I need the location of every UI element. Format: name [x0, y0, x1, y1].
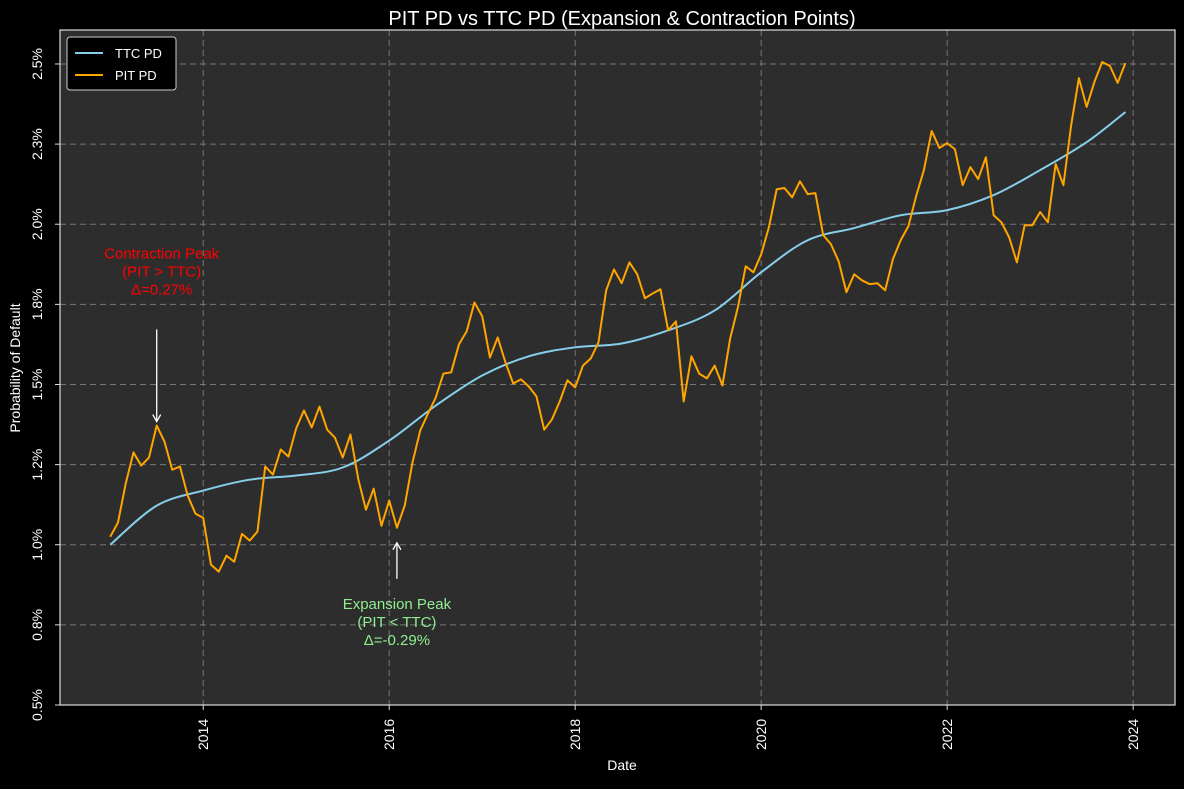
legend: TTC PD PIT PD [66, 36, 177, 91]
y-tick-label: 2.0% [29, 208, 45, 240]
expansion-peak-label: (PIT < TTC) [357, 614, 436, 631]
annotations: Contraction Peak(PIT > TTC)Δ=0.27% Expans… [104, 245, 451, 648]
y-axis-label: Probability of Default [7, 303, 23, 432]
x-tick-label: 2024 [1125, 719, 1141, 750]
y-tick-label: 1.5% [29, 369, 45, 401]
legend-box [66, 36, 177, 91]
plot-frame [59, 29, 1176, 706]
x-tick-label: 2014 [195, 719, 211, 750]
contraction-peak-label: (PIT > TTC) [122, 263, 201, 280]
x-tick-label: 2022 [939, 719, 955, 750]
ticks: 2014 2016 2018 2020 2022 2024 0.5% 0.8% 1.0% 1.2%… [29, 48, 1141, 750]
expansion-peak-label: Δ=-0.29% [364, 632, 430, 649]
x-tick-label: 2016 [381, 719, 397, 750]
y-tick-label: 1.2% [29, 449, 45, 481]
y-tick-label: 0.8% [29, 609, 45, 641]
y-tick-label: 1.0% [29, 529, 45, 561]
y-tick-label: 2.5% [29, 48, 45, 80]
y-tick-label: 0.5% [29, 689, 45, 721]
y-tick-label: 1.8% [29, 288, 45, 320]
y-tick-label: 2.3% [29, 128, 45, 160]
chart-title: PIT PD vs TTC PD (Expansion & Contractio… [388, 8, 855, 30]
ttc-pd-line [109, 111, 1127, 546]
x-tick-label: 2020 [753, 719, 769, 750]
legend-label-pit: PIT PD [115, 68, 157, 83]
legend-label-ttc: TTC PD [115, 46, 162, 61]
expansion-peak-label: Expansion Peak [343, 596, 452, 613]
x-tick-label: 2018 [567, 719, 583, 750]
contraction-peak-label: Contraction Peak [104, 245, 220, 262]
arrow-head-icon [152, 414, 162, 423]
x-axis-label: Date [607, 757, 637, 773]
pit-pd-line [109, 61, 1127, 573]
series-layer [109, 61, 1127, 573]
arrow-head-icon [392, 541, 402, 551]
plot-area [60, 30, 1175, 705]
grid [60, 30, 1175, 706]
contraction-peak-label: Δ=0.27% [131, 281, 192, 298]
